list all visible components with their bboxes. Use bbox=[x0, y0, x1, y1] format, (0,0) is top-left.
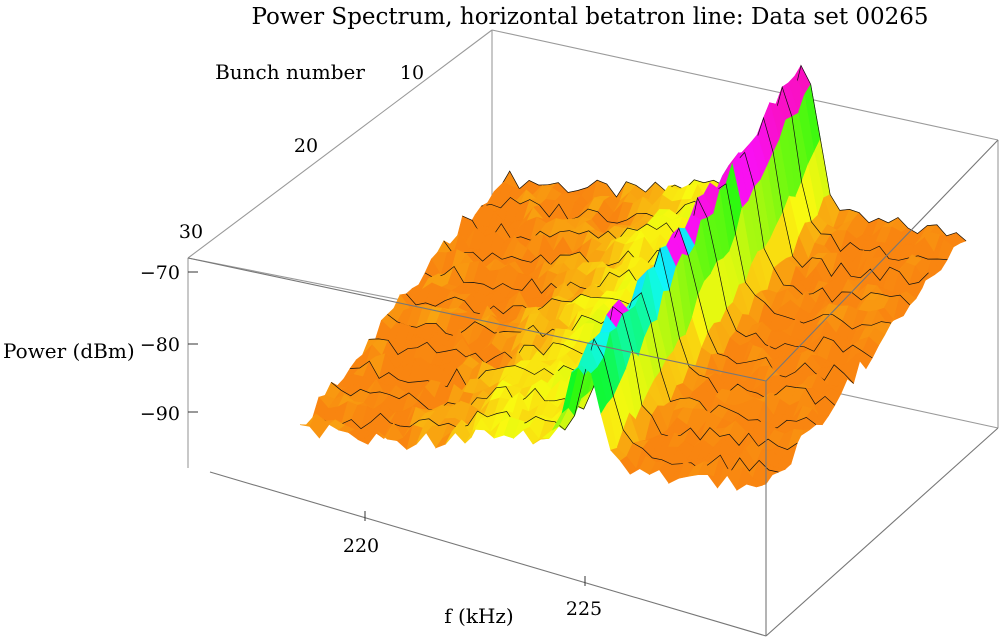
z-axis-label: Power (dBm) bbox=[3, 339, 135, 363]
x-tick-label: 225 bbox=[566, 598, 602, 620]
box-edge-back-top bbox=[491, 29, 999, 141]
z-tick-label: −80 bbox=[140, 334, 180, 356]
y-tick-label: 10 bbox=[400, 62, 424, 84]
x-axis-label: f (kHz) bbox=[444, 604, 513, 628]
tick-marks bbox=[188, 271, 586, 586]
box-edge-floor-front bbox=[209, 471, 767, 637]
x-tick-label: 220 bbox=[343, 535, 379, 557]
box-edge-floor-right bbox=[765, 427, 999, 637]
box-edge-top-right bbox=[765, 139, 999, 382]
y-axis-label: Bunch number bbox=[215, 60, 365, 84]
bunch-trace-line bbox=[331, 305, 798, 450]
box-edge-back-left-top bbox=[187, 29, 493, 259]
y-tick-label: 20 bbox=[294, 135, 318, 157]
y-tick-label: 30 bbox=[179, 221, 203, 243]
box-front bbox=[187, 139, 999, 637]
box-edge-top-front bbox=[187, 257, 767, 382]
surface-mesh bbox=[299, 64, 967, 491]
z-tick-label: −90 bbox=[140, 403, 180, 425]
z-tick-label: −70 bbox=[140, 262, 180, 284]
chart-title: Power Spectrum, horizontal betatron line… bbox=[251, 4, 928, 30]
